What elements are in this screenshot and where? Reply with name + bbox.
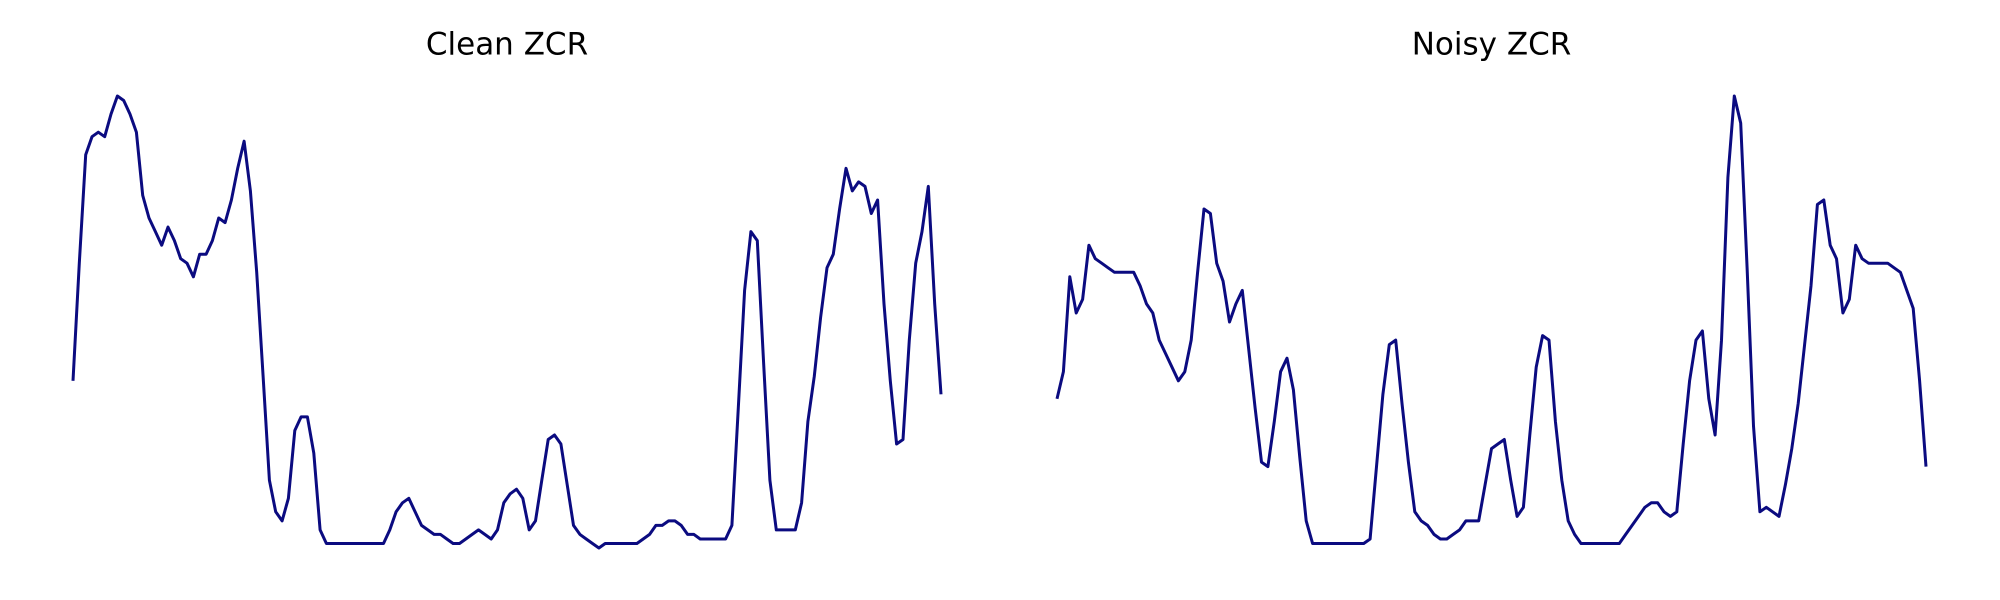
line bbox=[1055, 94, 1928, 545]
chart-title: Clean ZCR bbox=[426, 27, 588, 63]
line bbox=[71, 94, 943, 550]
chart-title: Noisy ZCR bbox=[1412, 27, 1572, 63]
